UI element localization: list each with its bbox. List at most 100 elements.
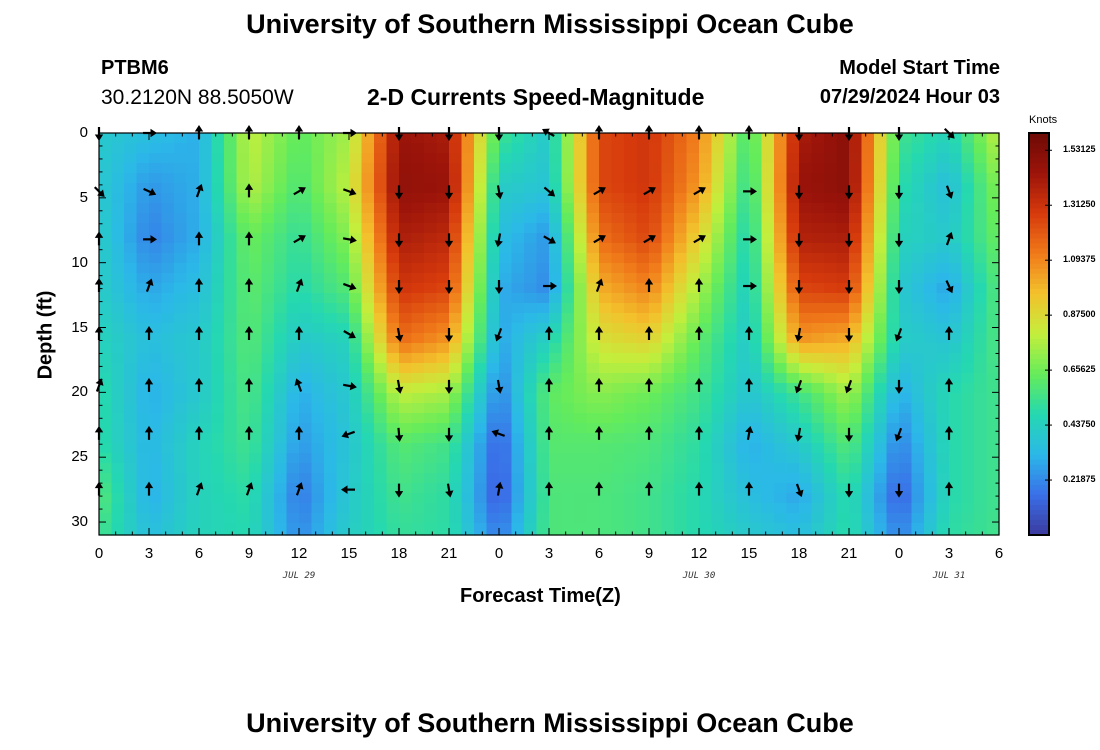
colorbar-segment: [1029, 469, 1049, 476]
heatmap-cell: [924, 373, 938, 384]
heatmap-cell: [661, 193, 675, 204]
heatmap-cell: [686, 423, 700, 434]
heatmap-cell: [511, 473, 525, 484]
heatmap-cell: [636, 403, 650, 414]
heatmap-cell: [411, 453, 425, 464]
heatmap-cell: [136, 313, 150, 324]
heatmap-cell: [799, 483, 813, 494]
heatmap-cell: [874, 233, 888, 244]
heatmap-cell: [361, 303, 375, 314]
heatmap-cell: [524, 223, 538, 234]
heatmap-cell: [549, 353, 563, 364]
heatmap-cell: [561, 203, 575, 214]
heatmap-cell: [124, 193, 138, 204]
heatmap-cell: [586, 523, 600, 534]
heatmap-cell: [524, 323, 538, 334]
heatmap-cell: [349, 473, 363, 484]
heatmap-cell: [861, 463, 875, 474]
heatmap-cell: [349, 293, 363, 304]
heatmap-cell: [261, 513, 275, 524]
heatmap-cell: [561, 233, 575, 244]
heatmap-cell: [624, 473, 638, 484]
heatmap-cell: [599, 503, 613, 514]
heatmap-cell: [911, 493, 925, 504]
heatmap-cell: [674, 143, 688, 154]
heatmap-cell: [524, 443, 538, 454]
heatmap-cell: [386, 523, 400, 534]
heatmap-cell: [774, 473, 788, 484]
heatmap-cell: [161, 373, 175, 384]
heatmap-cell: [661, 523, 675, 534]
heatmap-cell: [899, 533, 913, 536]
heatmap-cell: [574, 363, 588, 374]
heatmap-cell: [436, 323, 450, 334]
heatmap-cell: [974, 463, 988, 474]
heatmap-cell: [686, 463, 700, 474]
heatmap-cell: [861, 393, 875, 404]
heatmap-cell: [124, 493, 138, 504]
heatmap-cell: [449, 323, 463, 334]
heatmap-cell: [399, 413, 413, 424]
heatmap-cell: [386, 463, 400, 474]
heatmap-cell: [799, 283, 813, 294]
x-tick-label: 12: [290, 545, 308, 562]
heatmap-cell: [149, 253, 163, 264]
heatmap-cell: [599, 323, 613, 334]
heatmap-cell: [199, 343, 213, 354]
heatmap-cell: [524, 233, 538, 244]
heatmap-cell: [174, 493, 188, 504]
heatmap-cell: [486, 303, 500, 314]
heatmap-cell: [661, 423, 675, 434]
heatmap-cell: [586, 353, 600, 364]
heatmap-cell: [411, 443, 425, 454]
heatmap-cell: [786, 203, 800, 214]
colorbar-segment: [1029, 434, 1049, 441]
heatmap-cell: [349, 323, 363, 334]
heatmap-cell: [586, 283, 600, 294]
heatmap-cell: [911, 233, 925, 244]
heatmap-cell: [424, 513, 438, 524]
heatmap-cell: [161, 293, 175, 304]
heatmap-cell: [761, 173, 775, 184]
heatmap-cell: [549, 423, 563, 434]
heatmap-cell: [99, 533, 113, 536]
heatmap-cell: [199, 443, 213, 454]
heatmap-cell: [424, 253, 438, 264]
heatmap-cell: [586, 333, 600, 344]
heatmap-cell: [961, 283, 975, 294]
heatmap-cell: [661, 323, 675, 334]
heatmap-cell: [799, 503, 813, 514]
heatmap-cell: [836, 183, 850, 194]
heatmap-cell: [986, 373, 1000, 384]
heatmap-cell: [161, 253, 175, 264]
heatmap-cell: [699, 353, 713, 364]
heatmap-cell: [936, 233, 950, 244]
heatmap-cell: [274, 383, 288, 394]
heatmap-cell: [824, 353, 838, 364]
heatmap-cell: [699, 253, 713, 264]
heatmap-cell: [549, 133, 563, 144]
heatmap-cell: [699, 303, 713, 314]
heatmap-cell: [936, 153, 950, 164]
heatmap-cell: [886, 443, 900, 454]
heatmap-cell: [949, 493, 963, 504]
heatmap-cell: [361, 243, 375, 254]
colorbar-segment: [1029, 143, 1049, 149]
heatmap-cell: [286, 143, 300, 154]
heatmap-cell: [774, 143, 788, 154]
heatmap-cell: [261, 463, 275, 474]
heatmap-cell: [449, 453, 463, 464]
heatmap-cell: [199, 143, 213, 154]
heatmap-cell: [324, 503, 338, 514]
heatmap-cell: [111, 363, 125, 374]
heatmap-cell: [736, 253, 750, 264]
heatmap-cell: [899, 433, 913, 444]
heatmap-cell: [311, 383, 325, 394]
heatmap-cell: [336, 213, 350, 224]
heatmap-cell: [799, 353, 813, 364]
heatmap-cell: [636, 233, 650, 244]
heatmap-cell: [724, 283, 738, 294]
heatmap-cell: [624, 463, 638, 474]
heatmap-cell: [311, 533, 325, 536]
heatmap-cell: [99, 223, 113, 234]
